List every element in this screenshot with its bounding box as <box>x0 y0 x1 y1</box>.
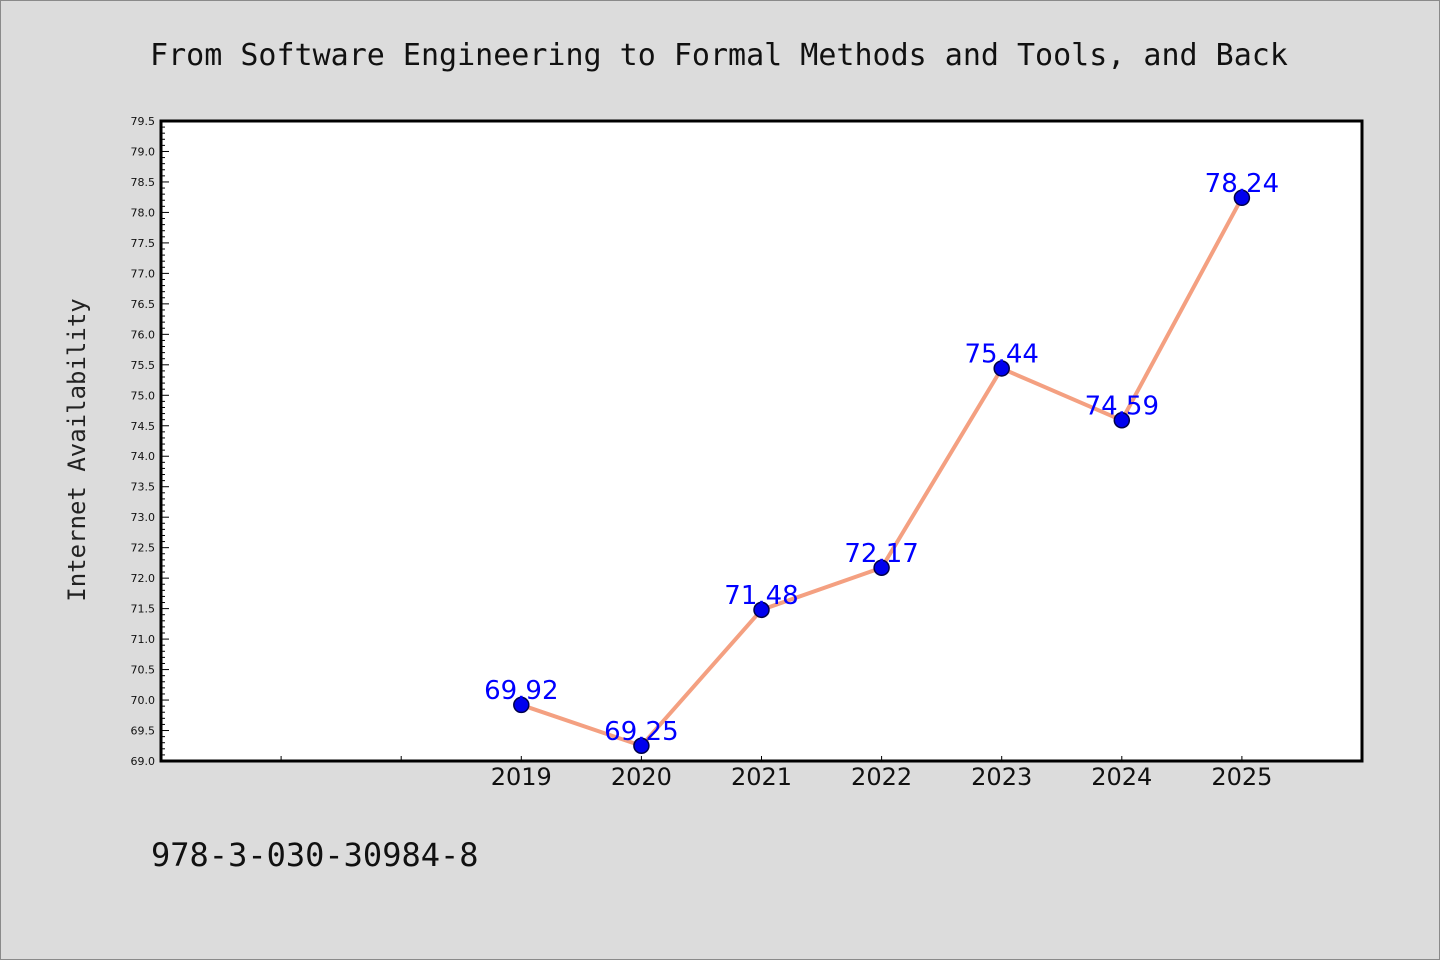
data-markers <box>513 189 1251 755</box>
y-tick-label: 69.0 <box>131 755 156 768</box>
y-tick-label: 74.0 <box>131 450 156 463</box>
x-tick-label: 2022 <box>851 763 912 791</box>
y-tick-label: 73.0 <box>131 511 156 524</box>
y-tick-label: 73.5 <box>131 481 156 494</box>
y-tick-label: 69.5 <box>131 725 156 738</box>
y-tick-label: 74.5 <box>131 420 156 433</box>
y-tick-label: 71.0 <box>131 633 156 646</box>
y-axis-label: Internet Availability <box>63 298 91 601</box>
x-tick-label: 2025 <box>1211 763 1272 791</box>
y-tick-label: 76.0 <box>131 328 156 341</box>
data-point-marker <box>873 559 890 577</box>
data-label: 69.92 <box>484 676 558 706</box>
y-tick-label: 77.0 <box>131 267 156 280</box>
y-tick-label: 79.5 <box>131 115 156 128</box>
data-labels: 69.92 69.25 71.48 72.17 75.44 74.59 78.24 <box>484 169 1279 747</box>
axis-ticks: 69.0 69.5 70.0 70.5 71.0 71.5 72.0 72.5 73.0 73.5… <box>131 115 1273 791</box>
data-label: 71.48 <box>724 581 798 611</box>
y-tick-label: 76.5 <box>131 298 156 311</box>
x-tick-label: 2023 <box>971 763 1032 791</box>
data-point-marker <box>1233 189 1251 207</box>
data-point-marker <box>513 696 530 714</box>
plot-border <box>159 119 1364 763</box>
y-tick-label: 70.5 <box>131 664 156 677</box>
y-tick-label: 70.0 <box>131 694 156 707</box>
y-tick-label: 78.0 <box>131 206 156 219</box>
x-tick-label: 2021 <box>731 763 792 791</box>
y-tick-label: 75.5 <box>131 359 156 372</box>
data-label: 75.44 <box>964 339 1038 369</box>
data-point-marker <box>1113 412 1131 429</box>
plot-area <box>161 121 1362 761</box>
y-tick-label: 79.0 <box>131 145 156 158</box>
data-label: 69.25 <box>604 717 678 747</box>
x-tick-label: 2024 <box>1091 763 1152 791</box>
data-point-marker <box>753 601 770 619</box>
chart-title: From Software Engineering to Formal Meth… <box>150 38 1288 73</box>
y-tick-label: 72.0 <box>131 572 156 585</box>
data-label: 72.17 <box>844 539 918 569</box>
y-tick-label: 78.5 <box>131 176 156 189</box>
y-tick-label: 72.5 <box>131 542 156 555</box>
y-tick-label: 77.5 <box>131 237 156 250</box>
data-point-marker <box>633 737 650 755</box>
y-tick-label: 75.0 <box>131 389 156 402</box>
data-label: 74.59 <box>1085 391 1159 421</box>
data-point-marker <box>993 360 1010 377</box>
isbn-footer: 978-3-030-30984-8 <box>151 836 479 874</box>
data-label: 78.24 <box>1205 169 1279 199</box>
x-tick-label: 2019 <box>491 763 552 791</box>
y-tick-label: 71.5 <box>131 603 156 616</box>
x-tick-label: 2020 <box>611 763 672 791</box>
